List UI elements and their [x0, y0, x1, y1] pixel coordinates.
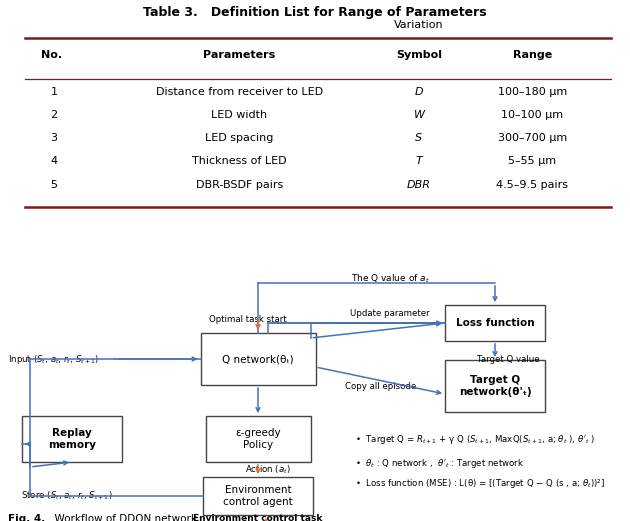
Text: Action ($a_t$): Action ($a_t$): [245, 463, 291, 476]
Text: 2: 2: [50, 110, 57, 120]
Text: The Q value of $a_t$: The Q value of $a_t$: [350, 273, 430, 286]
Text: Parameters: Parameters: [203, 50, 275, 60]
Text: 4: 4: [50, 156, 57, 166]
Text: 300–700 μm: 300–700 μm: [498, 133, 567, 143]
Text: 5: 5: [50, 180, 57, 190]
Text: Table 3.   Definition List for Range of Parameters: Table 3. Definition List for Range of Pa…: [143, 6, 487, 19]
Text: W: W: [413, 110, 425, 120]
Text: Variation: Variation: [394, 20, 444, 30]
Text: LED width: LED width: [211, 110, 268, 120]
Text: 10–100 μm: 10–100 μm: [501, 110, 563, 120]
Text: •  $\theta_t$ : Q network ,  $\theta'_t$ : Target network: • $\theta_t$ : Q network , $\theta'_t$ :…: [355, 456, 524, 469]
FancyBboxPatch shape: [445, 360, 545, 412]
Text: T: T: [416, 156, 422, 166]
FancyBboxPatch shape: [445, 305, 545, 341]
Text: Target Q
network(θ'ₜ): Target Q network(θ'ₜ): [459, 375, 531, 397]
Text: Update parameter: Update parameter: [350, 308, 430, 317]
Text: Range: Range: [513, 50, 552, 60]
Text: Fig. 4.: Fig. 4.: [8, 514, 45, 521]
Text: Workflow of DDQN network.: Workflow of DDQN network.: [48, 514, 200, 521]
FancyBboxPatch shape: [205, 416, 311, 462]
Text: 3: 3: [50, 133, 57, 143]
Text: Input ($S_t$, $a_t$, $r_t$, $S_{t+1}$): Input ($S_t$, $a_t$, $r_t$, $S_{t+1}$): [8, 353, 99, 366]
Text: Distance from receiver to LED: Distance from receiver to LED: [156, 87, 323, 97]
FancyBboxPatch shape: [22, 416, 122, 462]
Text: 4.5–9.5 pairs: 4.5–9.5 pairs: [496, 180, 568, 190]
FancyBboxPatch shape: [200, 333, 316, 385]
Text: No.: No.: [41, 50, 62, 60]
Text: •  Loss function (MSE) : L(θ) = [(Target Q − Q (s , a; $\theta_t$))²]: • Loss function (MSE) : L(θ) = [(Target …: [355, 477, 605, 490]
Text: •  Target Q = $R_{t+1}$ + γ Q ($S_{t+1}$, MaxQ($S_{t+1}$, a; $\theta_t$ ), $\the: • Target Q = $R_{t+1}$ + γ Q ($S_{t+1}$,…: [355, 432, 595, 445]
Text: 1: 1: [50, 87, 57, 97]
Text: ε-greedy
Policy: ε-greedy Policy: [235, 428, 281, 450]
Text: Replay
memory: Replay memory: [48, 428, 96, 450]
Text: LED spacing: LED spacing: [205, 133, 273, 143]
Text: Symbol: Symbol: [396, 50, 442, 60]
Text: 100–180 μm: 100–180 μm: [498, 87, 567, 97]
Text: DBR: DBR: [407, 180, 431, 190]
Text: Environment
control agent: Environment control agent: [223, 485, 293, 507]
Text: Target Q value: Target Q value: [478, 354, 540, 364]
Text: 5–55 μm: 5–55 μm: [508, 156, 556, 166]
Text: Store ($S_t$, $a_t$, $r_t$, $S_{t+1}$): Store ($S_t$, $a_t$, $r_t$, $S_{t+1}$): [21, 490, 113, 502]
Text: D: D: [415, 87, 423, 97]
Text: Q network(θₜ): Q network(θₜ): [222, 354, 294, 364]
Text: S: S: [415, 133, 423, 143]
Text: Optimal task start: Optimal task start: [209, 315, 287, 324]
Text: Environment control task: Environment control task: [193, 514, 323, 521]
Text: Copy all episode: Copy all episode: [345, 381, 416, 391]
FancyBboxPatch shape: [203, 477, 313, 515]
Text: DBR-BSDF pairs: DBR-BSDF pairs: [196, 180, 283, 190]
Text: Thickness of LED: Thickness of LED: [192, 156, 287, 166]
Text: Loss function: Loss function: [455, 318, 534, 328]
